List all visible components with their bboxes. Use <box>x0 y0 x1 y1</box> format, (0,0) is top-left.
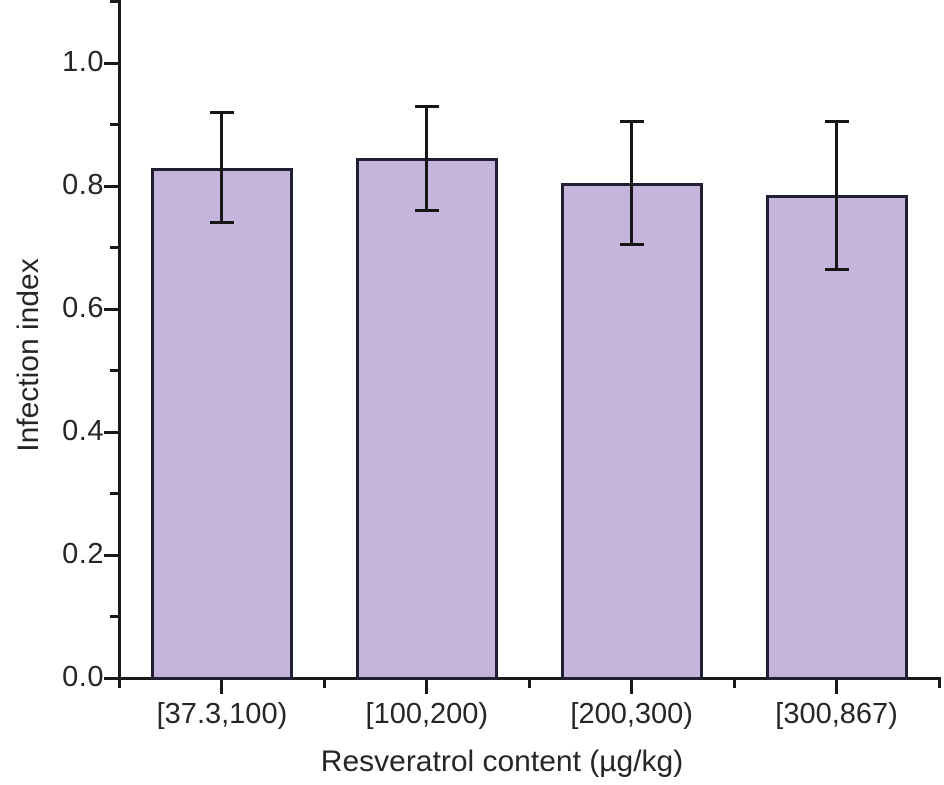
y-major-tick <box>104 61 118 65</box>
bar <box>560 182 703 680</box>
error-bar-cap-top <box>414 104 439 108</box>
bar <box>765 195 908 680</box>
y-major-tick <box>104 553 118 557</box>
x-minor-tick <box>322 680 326 688</box>
x-major-tick <box>630 680 634 694</box>
error-bar-stem <box>425 106 429 211</box>
x-minor-tick <box>937 680 941 688</box>
y-major-tick <box>104 307 118 311</box>
y-minor-tick <box>110 615 118 618</box>
x-tick-label: [300,867) <box>775 698 898 730</box>
error-bar-cap-top <box>619 119 644 123</box>
y-minor-tick <box>110 123 118 126</box>
y-tick-label: 0.6 <box>62 292 104 324</box>
y-major-tick <box>104 430 118 434</box>
x-major-tick <box>220 680 224 694</box>
y-tick-label: 0.2 <box>62 538 104 570</box>
y-axis-title: Infection index <box>12 258 45 452</box>
bar <box>150 167 293 680</box>
y-tick-label: 0.8 <box>62 169 104 201</box>
y-axis-line <box>118 0 121 680</box>
error-bar-stem <box>835 121 839 270</box>
error-bar-cap-bottom <box>209 221 234 225</box>
y-minor-tick <box>110 492 118 495</box>
error-bar-cap-bottom <box>414 209 439 213</box>
x-axis-line <box>118 677 941 680</box>
y-minor-tick <box>110 0 118 3</box>
error-bar-cap-top <box>824 119 849 123</box>
x-axis-title: Resveratrol content (µg/kg) <box>320 745 684 778</box>
y-major-tick <box>104 184 118 188</box>
y-major-tick <box>104 676 118 680</box>
error-bar-cap-bottom <box>619 242 644 246</box>
y-tick-label: 0.4 <box>62 415 104 447</box>
x-tick-label: [100,200) <box>365 698 489 730</box>
error-bar-cap-top <box>209 110 234 114</box>
error-bar-stem <box>630 121 634 245</box>
x-minor-tick <box>527 680 531 688</box>
x-major-tick <box>835 680 839 694</box>
x-minor-tick <box>732 680 736 688</box>
error-bar-stem <box>220 112 224 223</box>
y-minor-tick <box>110 246 118 249</box>
x-major-tick <box>425 680 429 694</box>
error-bar-cap-bottom <box>824 267 849 271</box>
y-tick-label: 0.0 <box>62 661 104 693</box>
x-tick-label: [37.3,100) <box>156 698 288 730</box>
y-minor-tick <box>110 369 118 372</box>
x-minor-tick <box>118 680 121 688</box>
x-tick-label: [200,300) <box>570 698 693 730</box>
bar <box>355 158 498 680</box>
y-tick-label: 1.0 <box>62 46 104 78</box>
